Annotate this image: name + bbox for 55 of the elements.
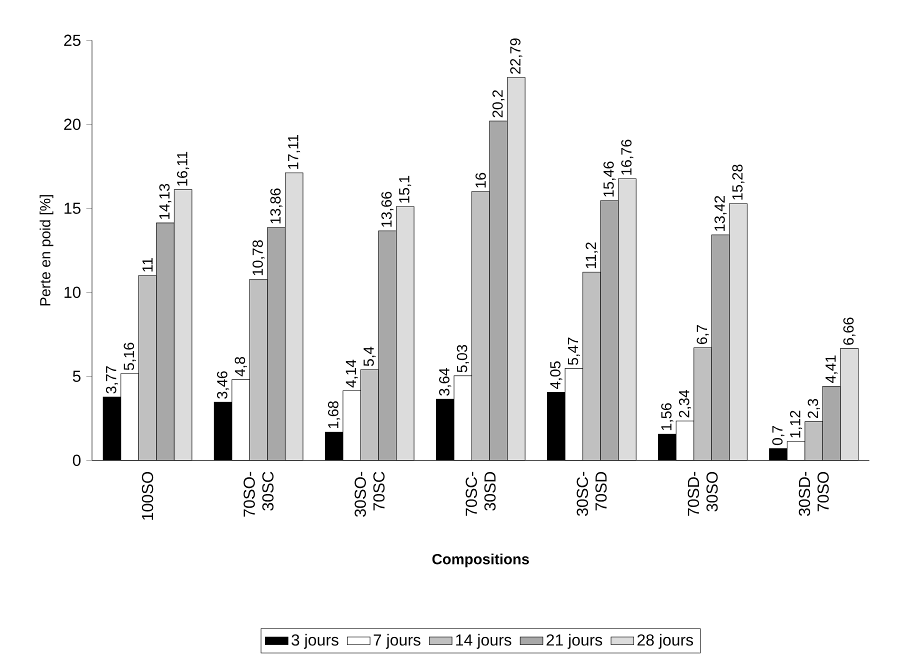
data-label: 5,4 [364,346,376,366]
data-label: 5,16 [124,342,136,370]
x-axis-title: Compositions [432,554,529,568]
data-label: 22,79 [510,38,522,74]
data-label: 5,03 [456,344,469,372]
data-label: 3,46 [217,371,230,399]
data-label: 3,77 [106,366,118,394]
data-label: 14,13 [159,184,172,219]
data-label: 11 [142,258,153,272]
data-label: 20,2 [492,90,504,118]
x-tick-label: 30SO-70SC [354,472,385,517]
legend-label: 14 jours [456,634,512,649]
x-tick-label: 70SC-30SD [466,472,496,516]
data-label: 1,12 [790,410,802,438]
data-label: 4,41 [826,355,838,383]
data-label: 2,34 [678,390,692,418]
data-label: 16,76 [621,140,634,175]
data-label: 0,7 [772,426,784,446]
data-label: 4,05 [550,361,562,390]
data-label: 10,78 [252,240,265,276]
y-tick-label: 25 [64,34,80,46]
legend-label: 7 jours [374,634,420,649]
x-tick-label: 30SC-70SD [576,472,607,516]
data-label: 11,2 [586,242,598,268]
legend-label: 21 jours [546,634,602,649]
data-label: 15,1 [399,176,412,203]
data-label: 1,68 [328,401,340,428]
y-tick-label: 10 [64,286,81,298]
data-label: 15,28 [732,164,744,200]
data-label: 6,7 [696,325,709,344]
x-tick-label: 100SO [142,472,154,520]
data-label: 1,56 [661,403,674,430]
data-label: 16 [475,172,486,188]
y-tick-label: 5 [72,370,80,382]
data-label: 5,47 [568,338,580,365]
y-axis-title: Perte en poid [%] [40,195,54,306]
legend-label: 3 jours [292,634,338,649]
y-tick-label: 20 [64,118,81,130]
x-tick-label: 70SO-30SC [244,472,274,517]
data-label: 13,42 [714,196,727,231]
x-tick-label: 30SD-70SO [798,472,829,516]
data-label: 13,66 [381,192,394,227]
data-label: 4,14 [346,360,358,388]
data-label: 2,3 [808,399,820,418]
data-label: 13,86 [270,188,282,224]
x-tick-label: 70SD-30SO [688,472,718,516]
data-label: 17,11 [288,135,300,169]
data-label: 4,8 [234,357,247,376]
data-label: 3,64 [439,368,452,396]
legend-label: 28 jours [638,634,694,649]
data-label: 15,46 [603,162,616,197]
data-label: 6,66 [843,318,856,345]
y-tick-label: 15 [64,202,80,214]
data-label: 16,11 [177,152,190,186]
y-tick-label: 0 [72,454,81,466]
